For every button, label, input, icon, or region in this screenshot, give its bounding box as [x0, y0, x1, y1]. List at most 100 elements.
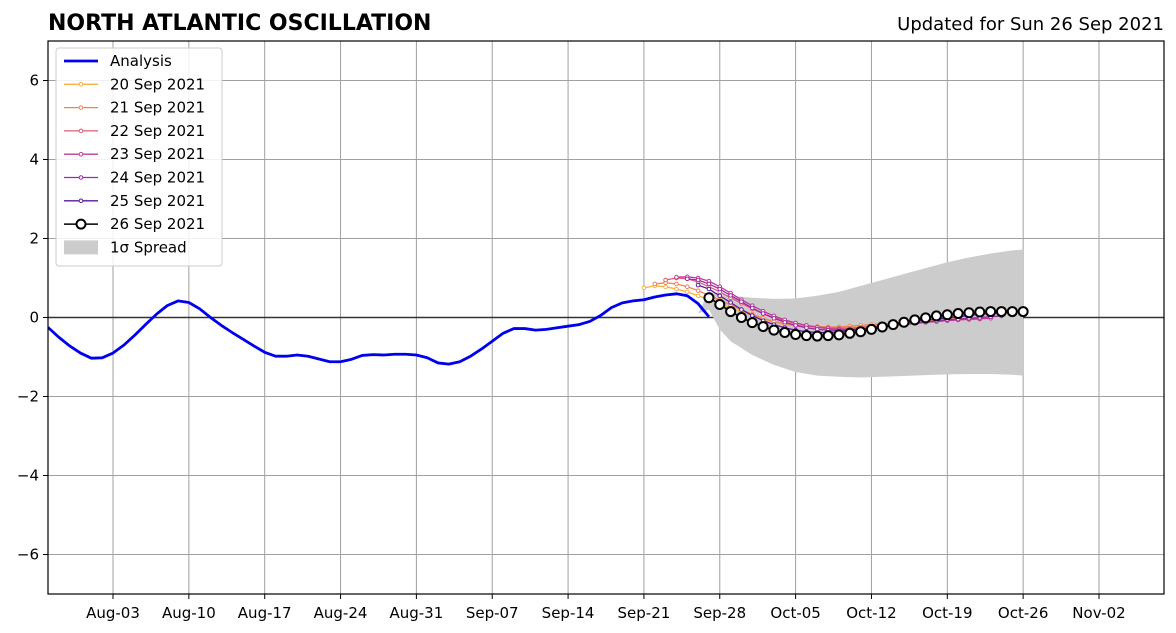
forecast-point: [717, 293, 723, 299]
x-tick-label: Nov-02: [1072, 604, 1125, 622]
forecast-point: [674, 281, 679, 287]
axes-frame: [47, 40, 1165, 595]
forecast-point: [887, 319, 899, 331]
forecast-point: [833, 329, 845, 341]
forecast-point: [663, 277, 668, 283]
legend-box: [55, 47, 223, 267]
legend-swatch-marker: [78, 128, 84, 134]
forecast-point: [995, 306, 1007, 318]
x-tick-label: Aug-17: [238, 604, 292, 622]
x-tick-label: Oct-05: [770, 604, 820, 622]
forecast-point: [1017, 306, 1029, 318]
forecast-point: [739, 307, 744, 312]
legend-swatch-marker: [78, 82, 84, 87]
x-tick-label: Sep-07: [466, 604, 519, 622]
forecast-point: [963, 307, 975, 319]
x-tick-label: Aug-03: [86, 604, 140, 622]
forecast-point: [674, 286, 679, 292]
forecast-point: [641, 285, 647, 291]
legend-swatch-marker: [78, 198, 84, 204]
y-tick-label: 4: [29, 151, 39, 169]
forecast-point: [822, 330, 834, 342]
y-tick-label: −2: [17, 388, 39, 406]
forecast-point: [782, 319, 788, 325]
legend-swatch-marker: [78, 151, 84, 157]
legend: Analysis 20 Sep 2021 21 Sep 2021 22 Sep 202…: [55, 47, 223, 267]
legend-label: 26 Sep 2021: [110, 215, 205, 233]
legend-label: 1σ Spread: [110, 238, 187, 256]
chart-title: NORTH ATLANTIC OSCILLATION: [48, 11, 431, 36]
x-tick-label: Oct-12: [846, 604, 896, 622]
forecast-point: [952, 308, 964, 320]
forecast-point: [920, 312, 932, 324]
forecast-point: [714, 298, 726, 310]
legend-swatch-marker: [78, 105, 84, 110]
forecast-point: [800, 330, 812, 342]
legend-label: 20 Sep 2021: [110, 75, 205, 93]
analysis-line: [48, 292, 711, 366]
legend-swatch-marker: [75, 218, 87, 230]
forecast-point: [855, 326, 867, 338]
x-tick-label: Oct-26: [998, 604, 1048, 622]
forecast-point: [790, 328, 802, 340]
legend-label: 24 Sep 2021: [110, 169, 205, 187]
spread-band: [698, 249, 1024, 378]
forecast-point: [703, 292, 715, 304]
forecast-point: [974, 306, 986, 318]
forecast-point: [898, 316, 910, 328]
forecast-point: [695, 293, 701, 299]
x-tick-label: Aug-24: [314, 604, 368, 622]
y-tick-label: 6: [29, 72, 39, 90]
forecast-point: [706, 281, 712, 287]
y-tick-label: 2: [29, 230, 39, 248]
legend-label: Analysis: [110, 52, 172, 70]
x-tick-label: Aug-31: [389, 604, 443, 622]
forecast-point: [728, 293, 733, 298]
forecast-point: [941, 309, 953, 321]
forecast-point: [674, 274, 679, 280]
forecast-point: [684, 284, 690, 289]
forecast-point: [811, 330, 823, 342]
forecast-point: [663, 284, 668, 289]
legend-label: 22 Sep 2021: [110, 122, 205, 140]
series-group: [48, 249, 1029, 378]
forecast-point: [695, 277, 701, 283]
x-tick-label: Sep-28: [693, 604, 746, 622]
forecast-point: [695, 282, 701, 288]
forecast-point: [876, 321, 888, 333]
chart-subtitle: Updated for Sun 26 Sep 2021: [897, 14, 1164, 35]
forecast-point: [706, 286, 712, 292]
forecast-point: [760, 311, 766, 316]
forecast-point: [768, 324, 780, 336]
forecast-point: [804, 325, 809, 331]
forecast-point: [652, 281, 658, 287]
legend-label: 21 Sep 2021: [110, 99, 205, 117]
forecast-point: [757, 321, 769, 333]
y-tick-label: −6: [17, 546, 39, 564]
forecast-point: [985, 306, 997, 318]
y-tick-label: −4: [17, 467, 39, 485]
forecast-point: [779, 327, 791, 339]
forecast-point: [1006, 306, 1018, 318]
plot-area: Aug-03 Aug-10 Aug-17 Aug-24 Aug-31 Sep-07 Sep-…: [17, 40, 1165, 622]
forecast-point: [684, 276, 690, 282]
forecast-point: [735, 312, 747, 323]
forecast-point: [909, 314, 921, 326]
forecast-point: [725, 306, 737, 318]
x-tick-label: Sep-21: [618, 604, 671, 622]
forecast-point: [728, 300, 733, 305]
forecast-point: [684, 289, 690, 295]
forecast-point: [771, 315, 777, 321]
forecast-point: [865, 323, 877, 335]
forecast-point: [793, 323, 798, 328]
forecast-point: [930, 310, 942, 322]
forecast-point: [844, 327, 856, 339]
forecast-point: [746, 317, 758, 329]
forecast-point: [749, 313, 755, 318]
legend-label: 23 Sep 2021: [110, 145, 205, 163]
forecast-point: [717, 286, 723, 292]
x-tick-label: Aug-10: [162, 604, 216, 622]
forecast-point: [739, 299, 744, 305]
forecast-point: [695, 288, 701, 293]
